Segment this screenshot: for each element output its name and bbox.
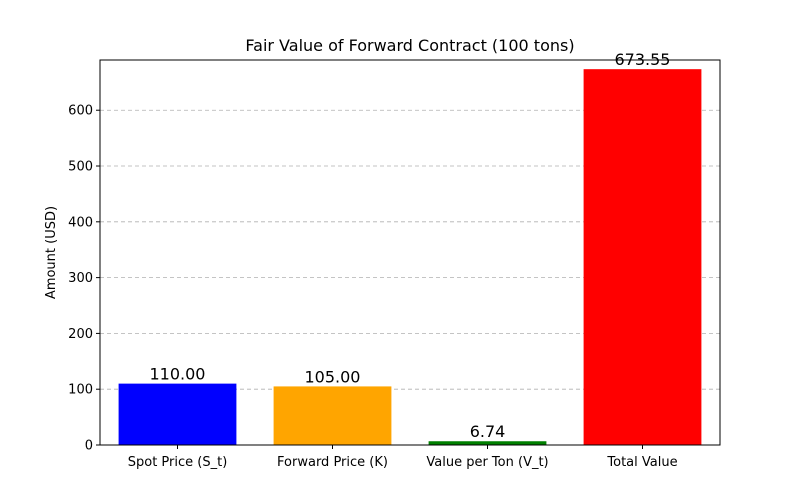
y-axis-label: Amount (USD) [44, 206, 59, 299]
x-tick-label: Forward Price (K) [277, 455, 388, 470]
bar [118, 383, 237, 445]
y-tick-label: 300 [68, 271, 93, 286]
y-tick-label: 200 [68, 327, 93, 342]
bar [428, 441, 547, 445]
y-tick-label: 600 [68, 104, 93, 119]
bar-value-label: 6.74 [470, 422, 506, 441]
y-tick-label: 100 [68, 383, 93, 398]
chart-title: Fair Value of Forward Contract (100 tons… [245, 36, 574, 55]
bars [118, 69, 702, 445]
grid-lines [100, 109, 720, 390]
y-axis-ticks: 0 100 200 300 400 500 600 [68, 104, 100, 454]
bar [273, 386, 392, 445]
y-tick-label: 400 [68, 215, 93, 230]
bar-value-label: 110.00 [150, 365, 206, 384]
bar [583, 69, 702, 445]
x-axis-ticks: Spot Price (S_t) Forward Price (K) Value p… [128, 445, 678, 470]
y-tick-label: 500 [68, 160, 93, 175]
plot-area-frame [99, 59, 721, 446]
x-tick-label: Value per Ton (V_t) [426, 455, 548, 470]
y-tick-label: 0 [85, 439, 93, 454]
bar-value-label: 105.00 [305, 367, 361, 386]
x-tick-label: Total Value [606, 455, 677, 470]
x-tick-label: Spot Price (S_t) [128, 455, 228, 470]
